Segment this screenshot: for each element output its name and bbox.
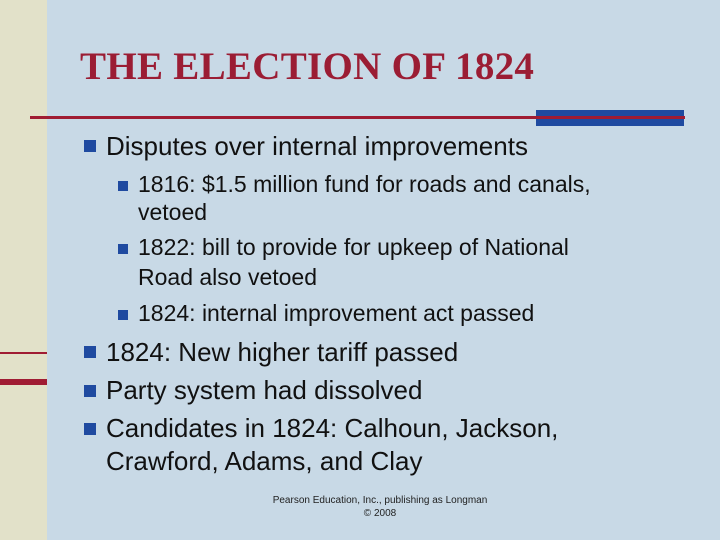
bullet-item-continued: Crawford, Adams, and Clay xyxy=(106,446,423,476)
sub-bullet-item: 1816: $1.5 million fund for roads and ca… xyxy=(138,171,591,197)
sub-bullet-square-icon xyxy=(118,310,128,320)
sub-bullet-item: 1822: bill to provide for upkeep of Nati… xyxy=(138,234,569,260)
bullet-square-icon xyxy=(84,346,96,358)
bullet-square-icon xyxy=(84,423,96,435)
sub-bullet-square-icon xyxy=(118,181,128,191)
left-decorative-strip xyxy=(0,0,47,540)
left-strip-thin-marker xyxy=(0,352,47,354)
bullet-item: 1824: New higher tariff passed xyxy=(106,337,459,367)
slide-footer: Pearson Education, Inc., publishing as L… xyxy=(245,494,515,520)
bullet-square-icon xyxy=(84,140,96,152)
bullet-square-icon xyxy=(84,385,96,397)
title-underline-red-rule xyxy=(30,116,685,119)
bullet-item: Disputes over internal improvements xyxy=(106,131,528,161)
sub-bullet-square-icon xyxy=(118,244,128,254)
sub-bullet-item: 1824: internal improvement act passed xyxy=(138,300,535,326)
bullet-item: Party system had dissolved xyxy=(106,375,423,405)
sub-bullet-item-continued: Road also vetoed xyxy=(138,264,318,290)
sub-bullet-item-continued: vetoed xyxy=(138,199,208,225)
bullet-item: Candidates in 1824: Calhoun, Jackson, xyxy=(106,413,559,443)
slide-title: THE ELECTION OF 1824 xyxy=(80,45,535,88)
left-strip-marker xyxy=(0,379,47,385)
footer-copyright-line: © 2008 xyxy=(363,508,397,519)
footer-publisher-line: Pearson Education, Inc., publishing as L… xyxy=(272,495,488,506)
